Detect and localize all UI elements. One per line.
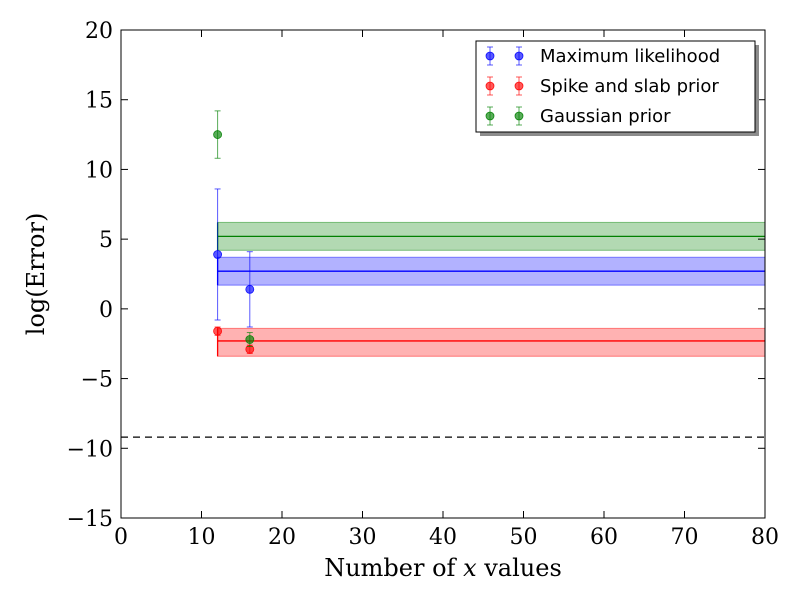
x-tick-label-6: 60 <box>590 525 618 550</box>
legend-marker <box>485 81 495 91</box>
y-tick-label-1: −10 <box>67 437 113 462</box>
marker <box>213 250 223 259</box>
legend-marker <box>485 51 495 61</box>
data-points <box>213 110 255 354</box>
legend-label-1: Spike and slab prior <box>540 76 719 97</box>
y-tick-label-4: 5 <box>99 228 113 253</box>
legend-marker <box>514 81 524 91</box>
band-1 <box>217 327 766 357</box>
legend-entry-2: Gaussian prior <box>485 106 671 127</box>
y-tick-label-5: 10 <box>85 158 113 183</box>
legend-marker <box>485 111 495 121</box>
x-axis-label-prefix: Number of <box>324 554 463 582</box>
x-tick-label-7: 70 <box>671 525 699 550</box>
point-0-1 <box>245 251 255 328</box>
axis-ticks: 0 10 20 30 40 50 60 70 80 −15 −10 −5 0 5 10 15 20 <box>67 19 779 550</box>
marker <box>245 335 255 344</box>
y-tick-label-0: −15 <box>67 507 113 532</box>
x-tick-label-1: 10 <box>188 525 216 550</box>
legend-marker <box>514 111 524 121</box>
x-tick-label-5: 50 <box>510 525 538 550</box>
x-tick-label-3: 30 <box>349 525 377 550</box>
x-tick-label-0: 0 <box>114 525 128 550</box>
legend: Maximum likelihood Spike and slab prior Ga… <box>475 40 759 136</box>
marker <box>213 326 223 336</box>
y-tick-label-2: −5 <box>81 368 113 393</box>
point-0-0 <box>213 188 223 321</box>
legend-label-2: Gaussian prior <box>540 106 671 127</box>
x-tick-label-2: 20 <box>268 525 296 550</box>
x-axis-label: Number of x values <box>324 554 562 582</box>
point-2-1 <box>245 332 255 348</box>
legend-marker <box>514 51 524 61</box>
x-tick-label-4: 40 <box>429 525 457 550</box>
x-axis-label-variable: x <box>463 554 477 582</box>
point-1-0 <box>213 326 223 336</box>
y-tick-label-3: 0 <box>99 298 113 323</box>
y-tick-label-7: 20 <box>85 19 113 44</box>
x-axis-label-suffix: values <box>477 554 562 582</box>
legend-label-0: Maximum likelihood <box>540 46 720 67</box>
marker <box>213 130 223 139</box>
marker <box>245 284 255 294</box>
confidence-bands <box>216 221 766 357</box>
legend-entry-0: Maximum likelihood <box>485 46 720 67</box>
y-axis-label: log(Error) <box>22 213 50 336</box>
point-1-1 <box>245 344 255 354</box>
y-tick-label-6: 15 <box>85 89 113 114</box>
x-tick-label-8: 80 <box>751 525 779 550</box>
legend-entry-1: Spike and slab prior <box>485 76 719 97</box>
point-2-0 <box>213 110 223 159</box>
